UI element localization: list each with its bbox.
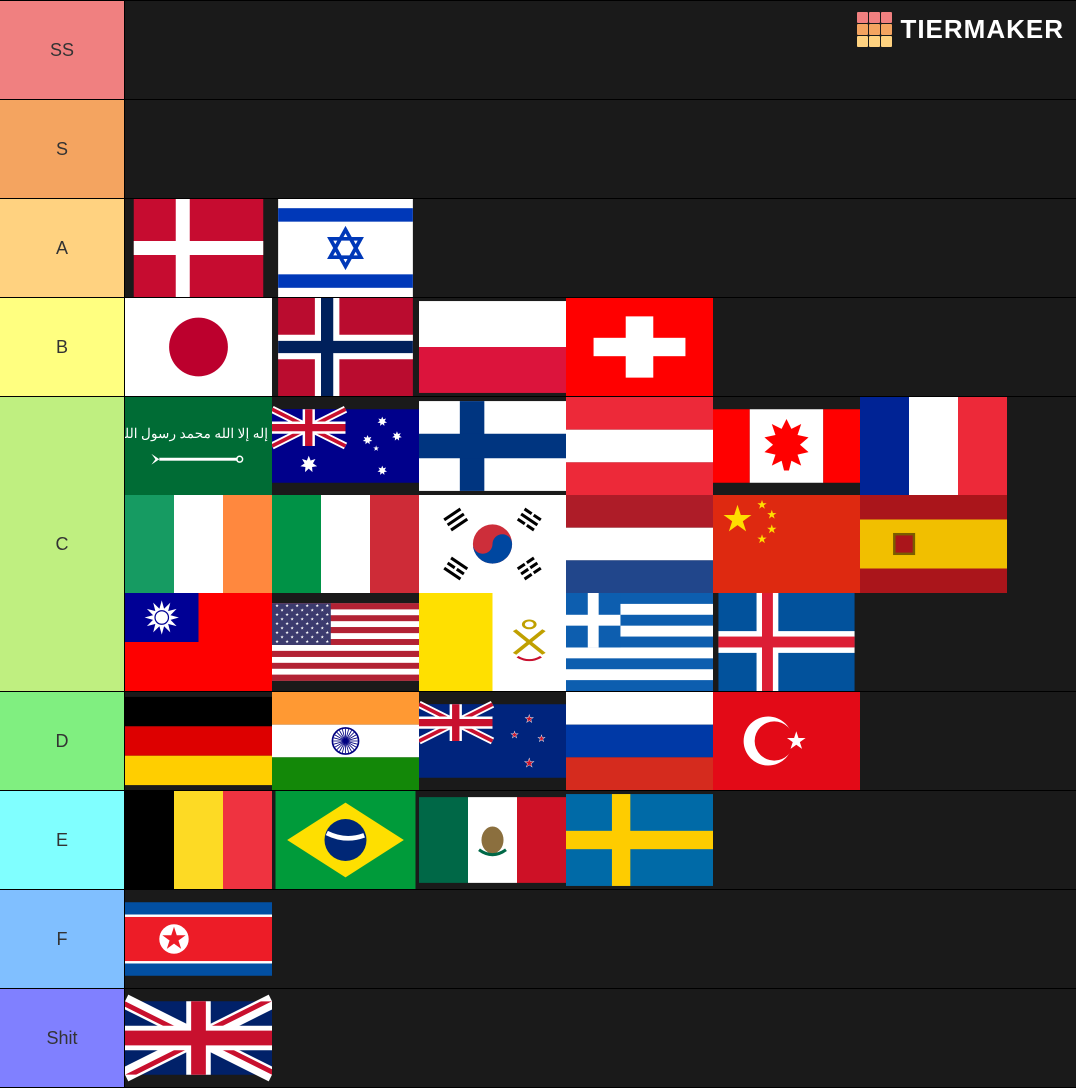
flag-southkorea[interactable] <box>419 495 566 593</box>
watermark: TIERMAKER <box>857 12 1064 47</box>
flag-australia[interactable] <box>272 397 419 495</box>
tier-label[interactable]: D <box>0 692 125 790</box>
tier-label[interactable]: Shit <box>0 989 125 1087</box>
tier-items[interactable] <box>125 199 1076 297</box>
flag-russia[interactable] <box>566 692 713 790</box>
tier-row: E <box>0 791 1076 890</box>
tier-row: F <box>0 890 1076 989</box>
flag-china[interactable] <box>713 495 860 593</box>
tier-label[interactable]: B <box>0 298 125 396</box>
flag-usa[interactable] <box>272 593 419 691</box>
tier-row: Cلا إله إلا الله محمد رسول الله <box>0 397 1076 692</box>
flag-northkorea[interactable] <box>125 890 272 988</box>
flag-canada[interactable] <box>713 397 860 495</box>
flag-poland[interactable] <box>419 298 566 396</box>
flag-spain[interactable] <box>860 495 1007 593</box>
tier-label[interactable]: F <box>0 890 125 988</box>
tier-label[interactable]: SS <box>0 1 125 99</box>
flag-germany[interactable] <box>125 692 272 790</box>
flag-france[interactable] <box>860 397 1007 495</box>
tier-row: D <box>0 692 1076 791</box>
tier-label[interactable]: C <box>0 397 125 691</box>
tier-label[interactable]: E <box>0 791 125 889</box>
flag-taiwan[interactable] <box>125 593 272 691</box>
svg-text:لا إله إلا الله محمد رسول الله: لا إله إلا الله محمد رسول الله <box>125 426 272 442</box>
flag-finland[interactable] <box>419 397 566 495</box>
tier-items[interactable] <box>125 298 1076 396</box>
tier-row: A <box>0 199 1076 298</box>
flag-italy[interactable] <box>272 495 419 593</box>
flag-sweden[interactable] <box>566 791 713 889</box>
tier-items[interactable] <box>125 100 1076 198</box>
flag-greece[interactable] <box>566 593 713 691</box>
tier-items[interactable] <box>125 989 1076 1087</box>
flag-uk[interactable] <box>125 989 272 1087</box>
flag-vatican[interactable] <box>419 593 566 691</box>
flag-belgium[interactable] <box>125 791 272 889</box>
tier-items[interactable] <box>125 890 1076 988</box>
flag-denmark[interactable] <box>125 199 272 297</box>
flag-ireland[interactable] <box>125 495 272 593</box>
flag-norway[interactable] <box>272 298 419 396</box>
flag-brazil[interactable] <box>272 791 419 889</box>
flag-switzerland[interactable] <box>566 298 713 396</box>
flag-mexico[interactable] <box>419 791 566 889</box>
flag-saudi[interactable]: لا إله إلا الله محمد رسول الله <box>125 397 272 495</box>
tier-list: TIERMAKER SSSABCلا إله إلا الله محمد رسو… <box>0 0 1076 1088</box>
flag-turkey[interactable] <box>713 692 860 790</box>
flag-netherlands[interactable] <box>566 495 713 593</box>
tier-label[interactable]: S <box>0 100 125 198</box>
watermark-text: TIERMAKER <box>900 14 1064 45</box>
flag-austria[interactable] <box>566 397 713 495</box>
tier-row: Shit <box>0 989 1076 1088</box>
flag-iceland[interactable] <box>713 593 860 691</box>
tier-row: S <box>0 100 1076 199</box>
tier-label[interactable]: A <box>0 199 125 297</box>
flag-japan[interactable] <box>125 298 272 396</box>
tier-items[interactable] <box>125 791 1076 889</box>
tier-items[interactable]: لا إله إلا الله محمد رسول الله <box>125 397 1076 691</box>
watermark-grid <box>857 12 892 47</box>
flag-israel[interactable] <box>272 199 419 297</box>
tier-row: B <box>0 298 1076 397</box>
flag-newzealand[interactable] <box>419 692 566 790</box>
flag-india[interactable] <box>272 692 419 790</box>
tier-items[interactable] <box>125 692 1076 790</box>
